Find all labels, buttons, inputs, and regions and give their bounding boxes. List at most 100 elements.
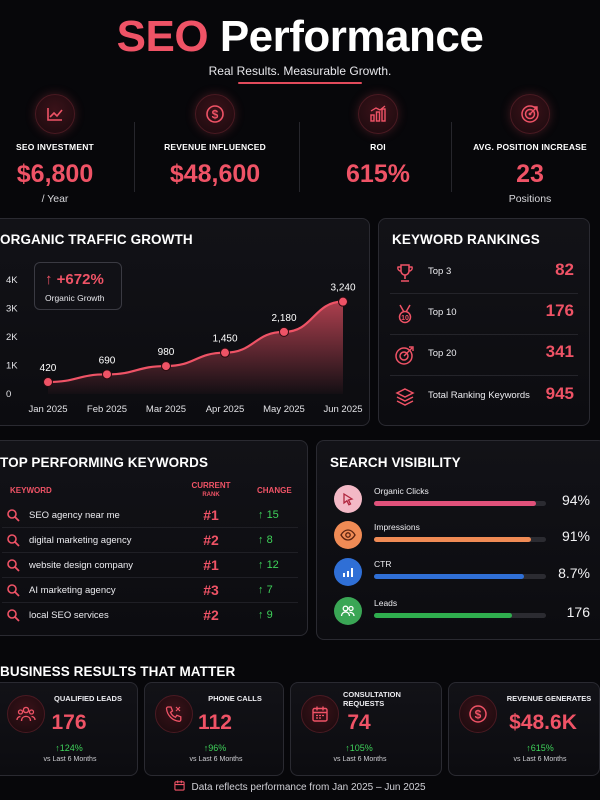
y-tick-label: 0: [6, 389, 11, 400]
x-tick-label: Feb 2025: [87, 404, 127, 415]
visibility-fill: [374, 613, 512, 618]
result-card-consultation-requests: CONSULTATION REQUESTS 74 ↑105% vs Last 6…: [290, 682, 442, 776]
visibility-row-ctr: CTR 8.7%: [318, 557, 600, 595]
col-keyword: KEYWORD: [10, 486, 52, 495]
dollar-icon: $: [195, 94, 235, 134]
dollar-icon: $: [459, 695, 497, 733]
growth-badge: ↑ +672% Organic Growth: [34, 262, 122, 310]
search-icon: [7, 534, 20, 547]
growth-badge-label: Organic Growth: [45, 293, 105, 303]
visibility-row-impressions: Impressions 91%: [318, 520, 600, 558]
x-tick-label: Apr 2025: [206, 404, 245, 415]
traffic-point: [338, 296, 348, 307]
arrow-up-icon: ↑: [258, 584, 264, 596]
search-icon: [7, 609, 20, 622]
data-label: 1,450: [212, 334, 237, 345]
search-icon: [7, 559, 20, 572]
visibility-fill: [374, 574, 524, 579]
y-tick-label: 4K: [6, 275, 18, 286]
stat-revenue-influenced: $ REVENUE INFLUENCED $48,600: [140, 92, 290, 210]
arrow-up-icon: ↑: [55, 743, 60, 753]
y-tick-label: 2K: [6, 332, 18, 343]
calendar-icon: [301, 695, 339, 733]
svg-text:10: 10: [401, 315, 409, 322]
col-change: CHANGE: [257, 486, 292, 495]
stat-avg-position: AVG. POSITION INCREASE 23 Positions: [455, 92, 600, 210]
keyword-row[interactable]: digital marketing agency #2 ↑ 8: [0, 528, 308, 553]
visibility-track: [374, 574, 546, 579]
results-title: BUSINESS RESULTS THAT MATTER: [0, 664, 236, 679]
keyword-row[interactable]: local SEO services #2 ↑ 9: [0, 603, 308, 628]
bar-chart-icon: [358, 94, 398, 134]
x-tick-label: May 2025: [263, 404, 305, 415]
keyword-row[interactable]: SEO agency near me #1 ↑ 15: [0, 503, 308, 528]
stat-roi: ROI 615%: [303, 92, 453, 210]
keyword-row[interactable]: AI marketing agency #3 ↑ 7: [0, 578, 308, 603]
arrow-up-icon: ↑: [345, 743, 350, 753]
arrow-up-icon: ↑: [258, 534, 264, 546]
search-icon: [7, 584, 20, 597]
result-card-phone-calls: PHONE CALLS 112 ↑96% vs Last 6 Months: [144, 682, 284, 776]
traffic-point: [161, 361, 171, 372]
ranking-row-top10: 10 Top 10 176: [378, 295, 590, 335]
keywords-title: TOP PERFORMING KEYWORDS: [0, 455, 209, 470]
visibility-track: [374, 613, 546, 618]
arrow-up-icon: ↑: [45, 271, 53, 288]
result-card-revenue-generates: $ REVENUE GENERATES $48.6K ↑615% vs Last…: [448, 682, 600, 776]
top-keywords-panel: [0, 440, 308, 636]
data-label: 980: [158, 347, 175, 358]
traffic-point: [220, 347, 230, 358]
trend-up-icon: [35, 94, 75, 134]
data-label: 690: [99, 355, 116, 366]
subtitle-underline: [238, 82, 362, 84]
traffic-title: ORGANIC TRAFFIC GROWTH: [0, 232, 193, 247]
visibility-fill: [374, 501, 536, 506]
traffic-point: [279, 326, 289, 337]
y-tick-label: 1K: [6, 361, 18, 372]
svg-text:$: $: [212, 108, 219, 122]
stat-divider: [134, 122, 135, 192]
arrow-up-icon: ↑: [526, 743, 531, 753]
traffic-line: [47, 300, 344, 384]
target-icon: [395, 346, 414, 365]
cursor-click-icon: [334, 485, 362, 513]
medal-icon: 10: [398, 304, 412, 324]
traffic-point: [102, 369, 112, 380]
keyword-rankings-panel: [378, 218, 590, 426]
footer-note: Data reflects performance from Jan 2025 …: [0, 780, 600, 793]
ranking-row-total: Total Ranking Keywords 945: [378, 378, 590, 418]
stat-divider: [299, 122, 300, 192]
phone-icon: [155, 695, 193, 733]
result-card-qualified-leads: QUALIFIED LEADS 176 ↑124% vs Last 6 Mont…: [0, 682, 138, 776]
rankings-title: KEYWORD RANKINGS: [392, 232, 540, 247]
visibility-row-leads: Leads 176: [318, 596, 600, 634]
visibility-title: SEARCH VISIBILITY: [330, 455, 461, 470]
x-tick-label: Mar 2025: [146, 404, 186, 415]
data-label: 2,180: [271, 313, 296, 324]
arrow-up-icon: ↑: [258, 609, 264, 621]
users-icon: [7, 695, 45, 733]
arrow-up-icon: ↑: [258, 559, 264, 571]
arrow-up-icon: ↑: [203, 743, 209, 753]
visibility-row-organic-clicks: Organic Clicks 94%: [318, 484, 600, 522]
keyword-row[interactable]: website design company #1 ↑ 12: [0, 553, 308, 578]
bar-chart-icon: [334, 558, 362, 586]
growth-badge-value: ↑ +672%: [45, 271, 104, 288]
traffic-point: [43, 377, 53, 388]
y-tick-label: 3K: [6, 304, 18, 315]
col-current-rank: CURRENT RANK: [191, 481, 231, 499]
calendar-icon: [174, 780, 186, 791]
x-tick-label: Jun 2025: [323, 404, 362, 415]
page-subtitle: Real Results. Measurable Growth.: [208, 64, 392, 78]
data-label: 420: [40, 363, 57, 374]
data-label: 3,240: [330, 283, 355, 294]
stat-divider: [451, 122, 452, 192]
trophy-icon: [397, 264, 413, 282]
traffic-area: [48, 301, 343, 394]
visibility-fill: [374, 537, 531, 542]
users-icon: [334, 597, 362, 625]
visibility-track: [374, 537, 546, 542]
ranking-row-top3: Top 3 82: [378, 254, 590, 294]
eye-icon: [334, 521, 362, 549]
search-icon: [7, 509, 20, 522]
